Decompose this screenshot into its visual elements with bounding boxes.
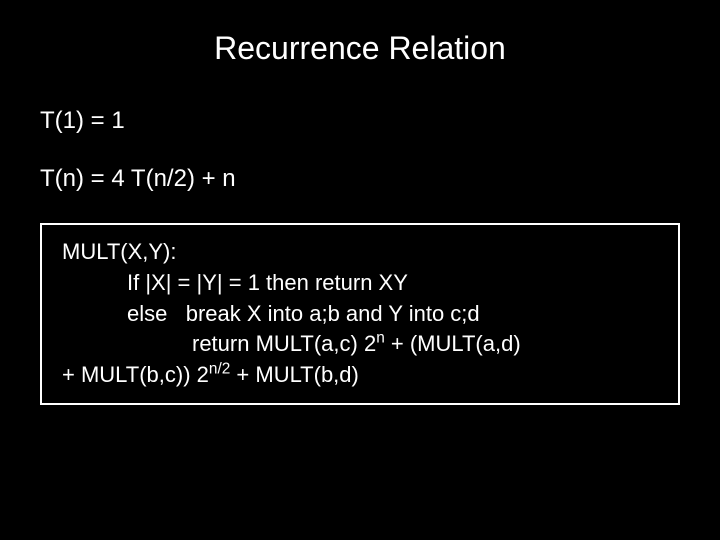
code-return-part-c: + MULT(b,c)) 2 [62, 362, 209, 387]
code-line-1: MULT(X,Y): [62, 237, 658, 268]
code-exp-n: n [376, 330, 385, 347]
code-line-5: + MULT(b,c)) 2n/2 + MULT(b,d) [62, 360, 658, 391]
code-return-part-d: + MULT(b,d) [230, 362, 359, 387]
code-line-2: If |X| = |Y| = 1 then return XY [62, 268, 658, 299]
code-exp-n2: n/2 [209, 361, 230, 378]
slide-container: Recurrence Relation T(1) = 1 T(n) = 4 T(… [0, 0, 720, 540]
slide-title: Recurrence Relation [40, 30, 680, 67]
code-return-part-a: return MULT(a,c) 2 [192, 331, 376, 356]
equation-base-case: T(1) = 1 [40, 107, 680, 135]
pseudocode-box: MULT(X,Y): If |X| = |Y| = 1 then return … [40, 223, 680, 405]
code-break-text: break X into a;b and Y into c;d [186, 301, 480, 326]
code-line-4: return MULT(a,c) 2n + (MULT(a,d) [62, 329, 658, 360]
code-else: else [127, 301, 167, 326]
equation-recurrence: T(n) = 4 T(n/2) + n [40, 165, 680, 193]
code-line-3: else break X into a;b and Y into c;d [62, 299, 658, 330]
code-return-part-b: + (MULT(a,d) [385, 331, 521, 356]
